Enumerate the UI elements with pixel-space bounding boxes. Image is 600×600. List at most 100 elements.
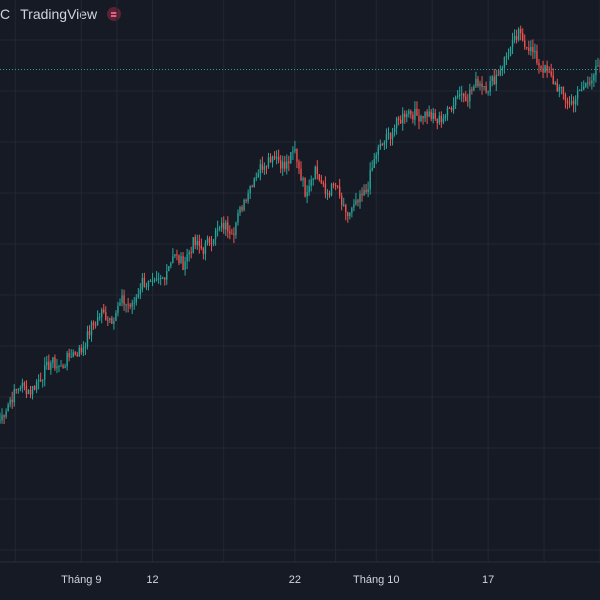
candle-body bbox=[88, 331, 91, 336]
candle-body bbox=[11, 399, 13, 403]
candle bbox=[568, 96, 571, 108]
candle bbox=[591, 73, 593, 90]
candle bbox=[381, 142, 384, 146]
candle bbox=[196, 234, 198, 250]
candle bbox=[153, 277, 156, 283]
tradingview-menu-icon[interactable] bbox=[107, 7, 122, 21]
candle bbox=[27, 389, 30, 395]
candle bbox=[505, 52, 508, 66]
candle bbox=[574, 95, 577, 113]
candle bbox=[503, 56, 506, 74]
candle bbox=[54, 354, 56, 371]
candle bbox=[475, 71, 477, 89]
candle bbox=[522, 28, 524, 42]
candle-body bbox=[507, 55, 510, 57]
candle bbox=[1, 408, 3, 424]
candle-body bbox=[410, 110, 412, 115]
candle-body bbox=[345, 204, 347, 213]
candle bbox=[182, 252, 184, 271]
candle bbox=[312, 177, 314, 186]
candle bbox=[123, 289, 125, 311]
candle-body bbox=[312, 178, 314, 180]
candle-body bbox=[292, 151, 294, 153]
candle-body bbox=[225, 222, 227, 230]
candle-body bbox=[243, 199, 245, 211]
candle-body bbox=[19, 388, 22, 390]
candle bbox=[0, 412, 1, 424]
candle bbox=[456, 89, 459, 100]
candle-body bbox=[153, 279, 156, 281]
candle-body bbox=[436, 118, 438, 124]
candle bbox=[578, 89, 581, 92]
candle bbox=[15, 388, 17, 394]
candle-body bbox=[576, 90, 579, 99]
candle bbox=[192, 236, 194, 254]
candle-body bbox=[98, 317, 101, 319]
candle bbox=[446, 105, 449, 121]
candle bbox=[37, 374, 40, 390]
candle bbox=[62, 363, 64, 369]
candle-body bbox=[231, 233, 233, 235]
x-tick-label: Tháng 9 bbox=[61, 574, 101, 586]
candle-body bbox=[493, 76, 495, 85]
candle bbox=[218, 225, 221, 232]
candle-body bbox=[444, 115, 447, 119]
candle bbox=[440, 111, 443, 128]
candle bbox=[157, 272, 160, 284]
candle-body bbox=[587, 82, 589, 84]
candle-body bbox=[336, 185, 339, 187]
candle bbox=[78, 344, 81, 357]
candle bbox=[90, 320, 93, 342]
candle-body bbox=[465, 96, 467, 102]
candle bbox=[88, 325, 91, 340]
candle bbox=[428, 105, 430, 118]
candle-body bbox=[473, 86, 475, 91]
candle-body bbox=[255, 177, 257, 179]
candle bbox=[298, 159, 300, 175]
candle bbox=[355, 192, 357, 206]
candle-body bbox=[269, 157, 272, 163]
candle bbox=[414, 101, 416, 126]
candle-body bbox=[519, 29, 522, 34]
candle bbox=[481, 76, 483, 95]
candle-body bbox=[548, 71, 550, 73]
candle-body bbox=[373, 159, 375, 168]
candle-body bbox=[15, 389, 17, 391]
candle-body bbox=[245, 199, 247, 201]
candle-body bbox=[469, 89, 471, 102]
x-tick-label: 22 bbox=[289, 574, 301, 586]
candle-body bbox=[589, 82, 591, 84]
candle-body bbox=[566, 100, 569, 104]
candle bbox=[21, 378, 24, 393]
candle-body bbox=[509, 47, 512, 56]
candle-body bbox=[544, 65, 546, 73]
x-tick-label: Tháng 10 bbox=[353, 574, 399, 586]
candle bbox=[343, 197, 345, 207]
candle-body bbox=[271, 156, 274, 163]
candle bbox=[487, 90, 489, 96]
candle bbox=[473, 84, 475, 92]
candle-body bbox=[182, 256, 184, 270]
candle-body bbox=[131, 302, 133, 307]
candle bbox=[489, 75, 491, 96]
candle-body bbox=[554, 82, 556, 84]
candle bbox=[125, 303, 127, 313]
candle bbox=[145, 282, 148, 290]
candle-body bbox=[485, 85, 487, 92]
candle-body bbox=[420, 116, 422, 122]
candle-body bbox=[263, 166, 266, 170]
candle bbox=[418, 108, 420, 130]
candle-body bbox=[458, 94, 461, 96]
candle-body bbox=[277, 156, 280, 161]
candle-body bbox=[402, 113, 404, 124]
candle-body bbox=[56, 366, 58, 369]
candle bbox=[566, 97, 569, 110]
candle bbox=[39, 372, 42, 383]
candle-body bbox=[591, 80, 593, 84]
candle-body bbox=[257, 173, 260, 178]
candle-body bbox=[349, 212, 351, 217]
candle-body bbox=[332, 183, 335, 186]
candle bbox=[25, 380, 28, 399]
candle-body bbox=[233, 233, 235, 235]
